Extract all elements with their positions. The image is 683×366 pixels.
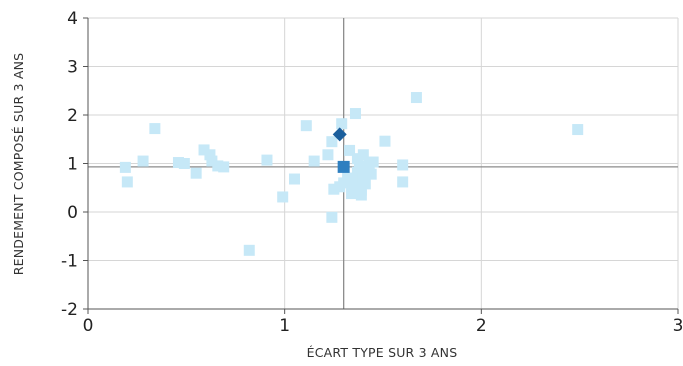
x-tick-label: 2: [476, 316, 487, 336]
y-tick-label: 1: [67, 155, 78, 175]
data-point: [121, 176, 133, 188]
tick-labels: -2 -1 0 1 2 3 4 0 1 2 3: [61, 9, 683, 336]
data-point: [137, 155, 149, 167]
data-point: [353, 160, 365, 172]
data-point: [212, 160, 224, 172]
data-point: [410, 92, 422, 104]
data-point: [357, 149, 369, 161]
data-point: [326, 211, 338, 223]
data-point: [198, 144, 210, 156]
data-point: [277, 191, 289, 203]
data-point: [357, 172, 369, 184]
data-point: [344, 144, 356, 156]
y-tick-label: 3: [67, 58, 78, 78]
data-point: [397, 176, 409, 188]
data-point: [328, 183, 340, 195]
y-tick-label: -2: [61, 300, 78, 320]
axes: [83, 17, 679, 314]
y-tick-label: -1: [61, 252, 78, 272]
data-point-diamond: [332, 127, 347, 142]
data-point: [359, 178, 371, 190]
data-point: [261, 154, 273, 166]
data-point: [149, 123, 161, 135]
data-point: [322, 149, 334, 161]
data-point: [346, 188, 358, 200]
y-tick-label: 0: [67, 203, 78, 223]
data-point-highlight: [337, 160, 350, 173]
x-tick-label: 0: [83, 316, 94, 336]
data-point: [190, 167, 202, 179]
data-point: [300, 120, 312, 132]
data-point: [351, 166, 363, 178]
data-point: [367, 156, 379, 168]
data-point: [119, 161, 131, 173]
x-tick-label: 3: [673, 316, 683, 336]
y-tick-label: 4: [67, 9, 78, 29]
data-point: [572, 124, 584, 136]
data-point: [355, 189, 367, 201]
data-point: [204, 149, 216, 161]
data-point: [308, 155, 320, 167]
data-point: [336, 118, 348, 130]
x-axis-title: ÉCART TYPE SUR 3 ANS: [307, 345, 458, 360]
data-point: [365, 168, 377, 180]
data-point: [218, 161, 230, 173]
data-point: [342, 172, 354, 184]
data-point: [379, 135, 391, 147]
data-point: [326, 136, 338, 148]
data-point: [172, 157, 184, 169]
y-axis-title: RENDEMENT COMPOSÉ SUR 3 ANS: [11, 53, 26, 276]
data-point: [348, 182, 359, 194]
data-point: [206, 155, 218, 167]
data-point: [178, 158, 190, 169]
data-points: [119, 92, 584, 256]
data-point: [289, 173, 300, 185]
x-tick-label: 1: [279, 316, 290, 336]
y-tick-label: 2: [67, 106, 78, 126]
data-point: [349, 108, 361, 120]
data-point: [351, 153, 363, 165]
data-point: [397, 159, 409, 171]
data-point: [243, 244, 255, 256]
